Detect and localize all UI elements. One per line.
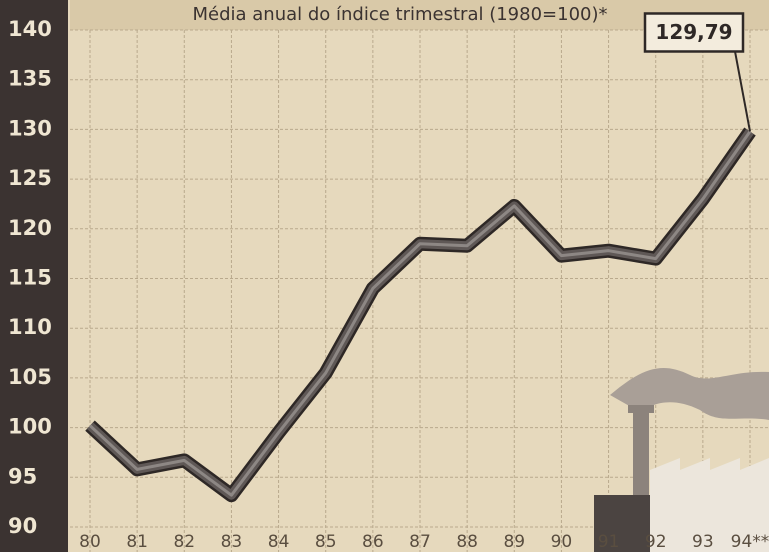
y-tick-label: 90 — [8, 514, 37, 538]
x-tick-label: 94** — [731, 532, 769, 552]
y-tick-label: 115 — [8, 266, 52, 290]
y-tick-label: 135 — [8, 67, 52, 91]
x-tick-label: 88 — [456, 532, 478, 552]
x-tick-label: 80 — [79, 532, 101, 552]
x-tick-label: 89 — [503, 532, 525, 552]
x-tick-label: 83 — [221, 532, 243, 552]
y-tick-label: 110 — [8, 315, 52, 339]
y-tick-label: 100 — [8, 415, 52, 439]
x-tick-label: 84 — [268, 532, 290, 552]
y-tick-label: 105 — [8, 365, 52, 389]
x-tick-label: 87 — [409, 532, 431, 552]
y-tick-label: 125 — [8, 166, 52, 190]
chart-title: Média anual do índice trimestral (1980=1… — [192, 4, 607, 25]
x-tick-label: 92 — [645, 532, 667, 552]
x-tick-label: 93 — [692, 532, 714, 552]
x-tick-label: 91 — [598, 532, 620, 552]
y-tick-label: 95 — [8, 464, 37, 488]
x-tick-label: 85 — [315, 532, 337, 552]
y-tick-label: 140 — [8, 17, 52, 41]
x-tick-label: 82 — [173, 532, 195, 552]
x-tick-label: 86 — [362, 532, 384, 552]
x-tick-label: 81 — [126, 532, 148, 552]
y-tick-label: 130 — [8, 116, 52, 140]
data-label: 129,79 — [655, 20, 732, 44]
x-tick-label: 90 — [551, 532, 573, 552]
chart: Média anual do índice trimestral (1980=1… — [0, 0, 769, 552]
y-tick-label: 120 — [8, 216, 52, 240]
